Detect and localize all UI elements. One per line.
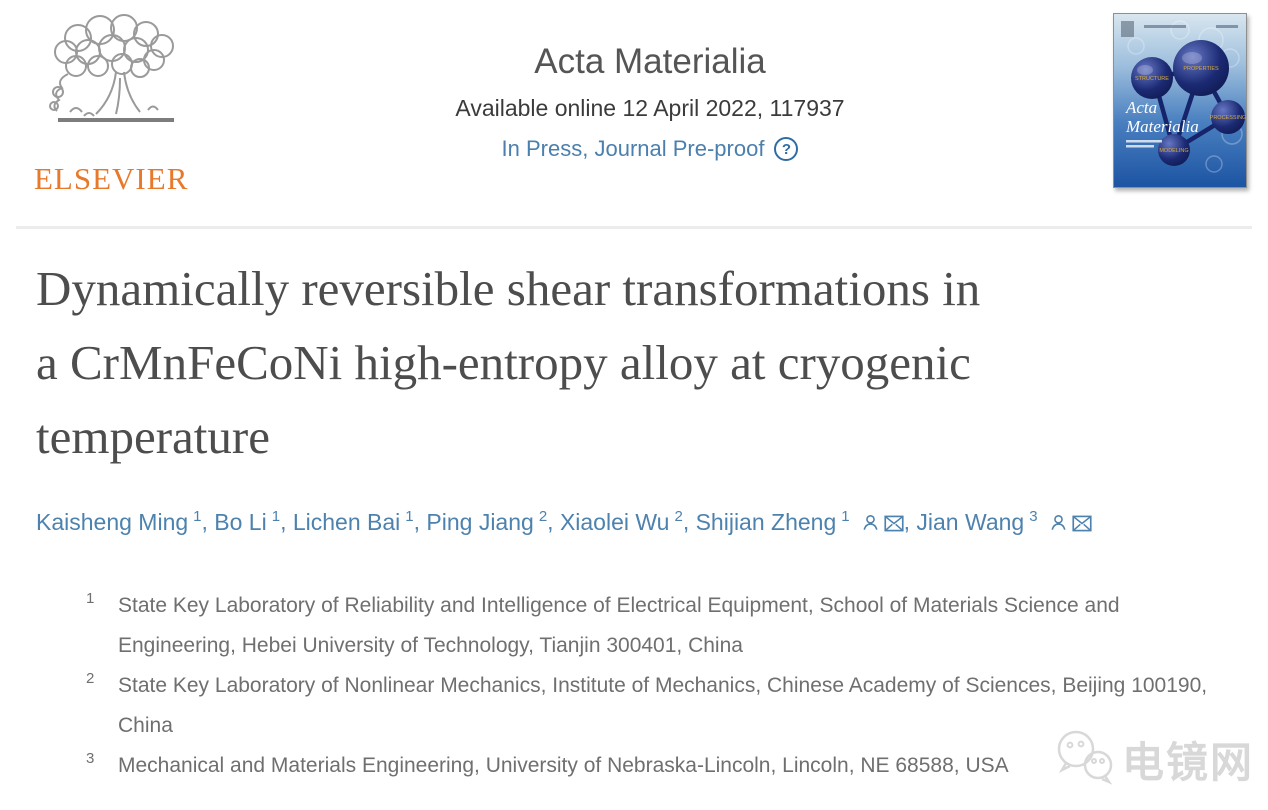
affiliation-text: State Key Laboratory of Nonlinear Mechan… [118, 674, 1208, 737]
affiliation-number: 2 [86, 670, 95, 687]
affiliation-row: 1 State Key Laboratory of Reliability and… [86, 586, 1246, 666]
cover-spheres [1131, 40, 1245, 166]
person-icon[interactable] [1049, 513, 1068, 532]
author-affiliation-sup: 1 [405, 508, 414, 525]
elsevier-tree-icon [28, 14, 200, 158]
author-link[interactable]: Xiaolei Wu 2 [559, 508, 683, 535]
author-name[interactable]: Shijian Zheng [695, 508, 837, 535]
affiliation-text: State Key Laboratory of Reliability and … [118, 594, 1120, 657]
email-icon[interactable] [1071, 515, 1092, 532]
author-separator: , [547, 508, 560, 535]
journal-header: Acta Materialia Available online 12 Apri… [298, 42, 1002, 162]
affiliation-text: Mechanical and Materials Engineering, Un… [118, 754, 1009, 777]
author-affiliation-sup: 1 [841, 508, 850, 525]
author-affiliation-sup: 1 [271, 508, 281, 525]
article-title-line: Dynamically reversible shear transformat… [36, 261, 981, 316]
available-online-date: Available online 12 April 2022, 117937 [455, 95, 845, 121]
cover-title-line: Materialia [1125, 117, 1199, 136]
article-title-line: a CrMnFeCoNi high-entropy alloy at cryog… [36, 335, 971, 390]
author-name[interactable]: Lichen Bai [292, 508, 401, 535]
author-separator: , [413, 508, 427, 535]
cover-sphere-label: MODELING [1159, 148, 1188, 154]
in-press-link[interactable]: In Press, Journal Pre-proof [501, 136, 765, 161]
email-icon[interactable] [884, 515, 904, 532]
author-name[interactable]: Jian Wang [916, 508, 1025, 535]
author-link[interactable]: Jian Wang 3 [916, 508, 1092, 535]
author-list: Kaisheng Ming 1, Bo Li 1, Lichen Bai 1, Pin… [36, 508, 1246, 536]
author-link[interactable]: Lichen Bai 1 [292, 508, 414, 535]
affiliation-number: 3 [86, 750, 95, 767]
cover-sphere-label: PROCESSING [1210, 115, 1246, 121]
status-row: In Press, Journal Pre-proof ? [298, 136, 1002, 162]
journal-name: Acta Materialia [534, 42, 766, 81]
author-separator: , [280, 508, 293, 535]
affiliation-list: 1 State Key Laboratory of Reliability and… [86, 586, 1246, 786]
header-divider [16, 226, 1252, 229]
author-separator: , [682, 508, 696, 535]
author-link[interactable]: Bo Li 1 [214, 508, 281, 535]
author-separator: , [903, 508, 917, 535]
cover-masthead-marks [1121, 21, 1238, 37]
help-icon[interactable]: ? [774, 137, 799, 161]
article-header: ELSEVIER Acta Materialia Available onlin… [0, 0, 1268, 226]
cover-title-line: Acta [1125, 98, 1157, 117]
author-affiliation-sup: 1 [193, 508, 202, 525]
author-name[interactable]: Ping Jiang [426, 508, 534, 535]
author-link[interactable]: Shijian Zheng 1 [695, 508, 904, 535]
elsevier-logo[interactable]: ELSEVIER [28, 8, 218, 197]
author-affiliation-sup: 3 [1029, 508, 1038, 525]
affiliation-row: 3 Mechanical and Materials Engineering, U… [86, 746, 1246, 786]
affiliation-number: 1 [86, 590, 95, 607]
author-link[interactable]: Ping Jiang 2 [426, 508, 548, 535]
cover-sphere-label: STRUCTURE [1135, 76, 1169, 82]
article-title: Dynamically reversible shear transformat… [36, 252, 1246, 474]
person-icon[interactable] [861, 513, 880, 532]
author-affiliation-sup: 2 [538, 508, 548, 525]
article-title-line: temperature [36, 409, 270, 464]
author-name[interactable]: Xiaolei Wu [559, 508, 670, 535]
journal-cover-thumbnail[interactable]: STRUCTURE PROPERTIES PROCESSING MODELING… [1113, 13, 1247, 188]
cover-sphere-label: PROPERTIES [1183, 66, 1219, 72]
author-affiliation-sup: 2 [674, 508, 683, 525]
author-name[interactable]: Bo Li [214, 508, 267, 535]
author-name[interactable]: Kaisheng Ming [36, 508, 189, 535]
author-link[interactable]: Kaisheng Ming 1 [36, 508, 202, 535]
affiliation-row: 2 State Key Laboratory of Nonlinear Mecha… [86, 666, 1246, 746]
elsevier-wordmark: ELSEVIER [34, 161, 189, 196]
author-separator: , [201, 508, 215, 535]
